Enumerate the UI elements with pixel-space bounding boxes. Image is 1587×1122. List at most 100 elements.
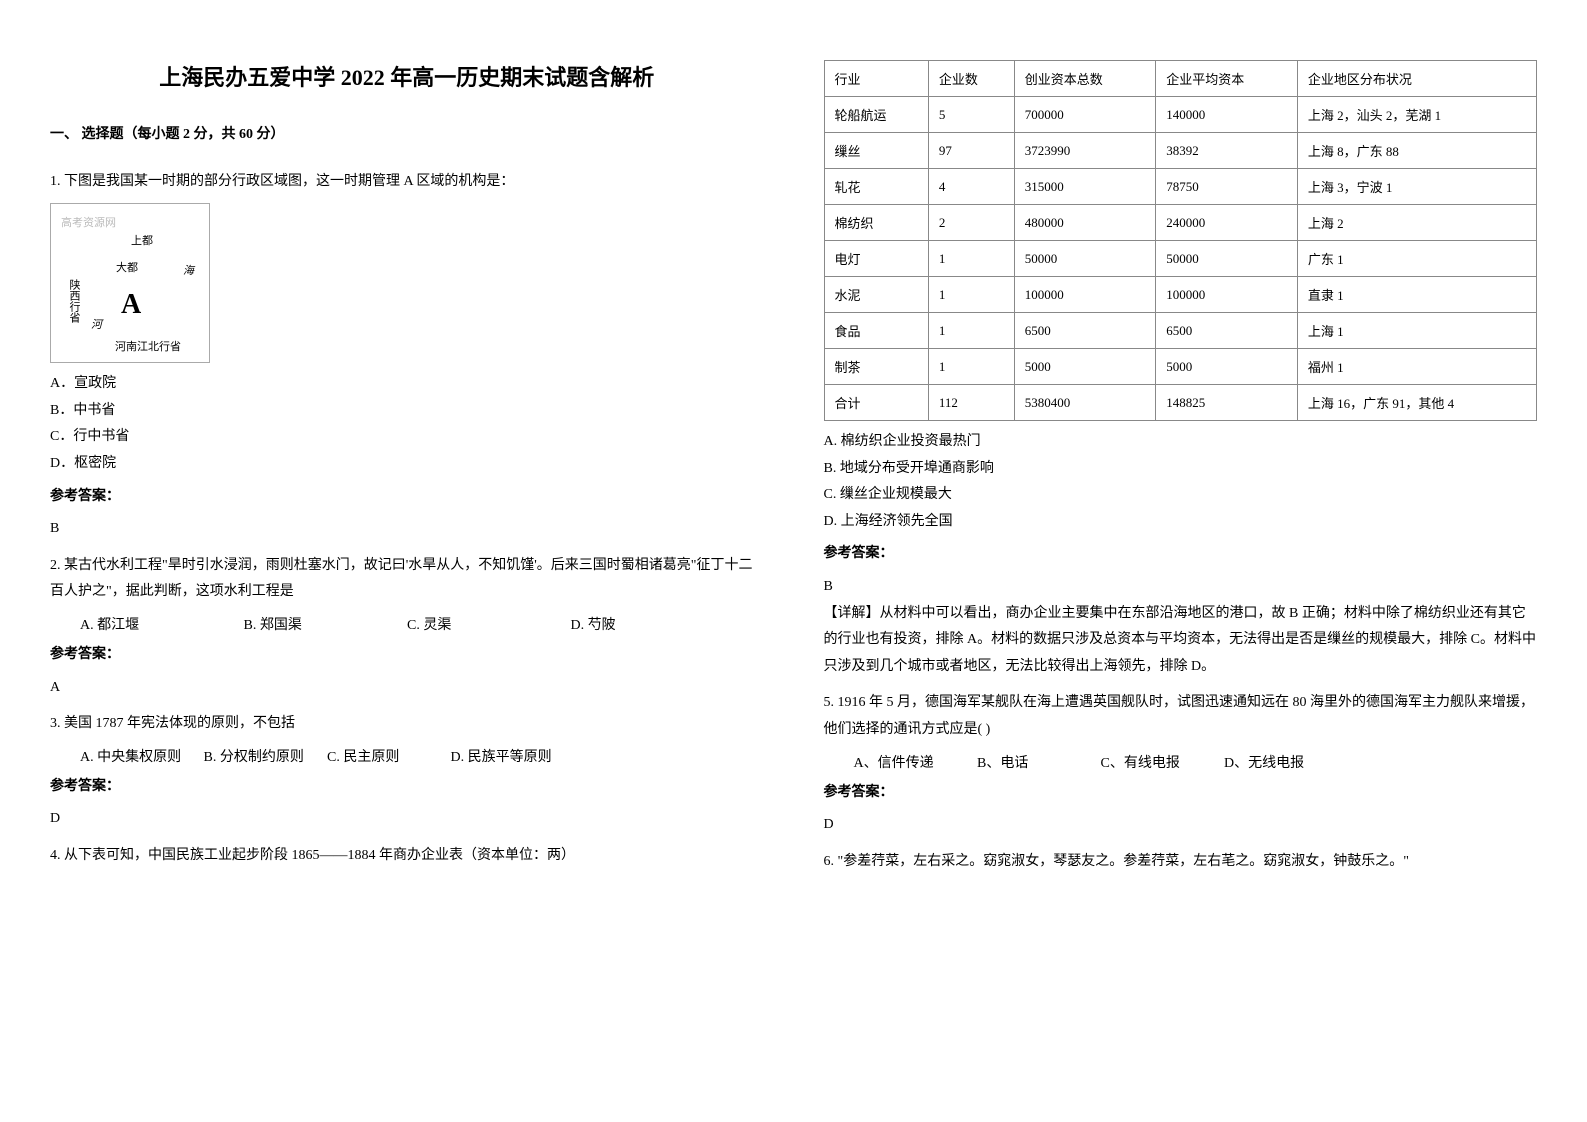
table-cell: 水泥 <box>824 277 928 313</box>
table-cell: 食品 <box>824 313 928 349</box>
q2-options: A. 都江堰 B. 郑国渠 C. 灵渠 D. 芍陂 <box>80 614 764 634</box>
answer-label: 参考答案： <box>824 780 1538 807</box>
table-cell: 240000 <box>1156 205 1298 241</box>
map-label-he: 河 <box>91 316 102 332</box>
watermark: 高考资源网 <box>61 214 116 230</box>
question-2: 2. 某古代水利工程"旱时引水浸润，雨则杜塞水门，故记曰'水旱从人，不知饥馑'。… <box>50 553 764 701</box>
q2-stem: 2. 某古代水利工程"旱时引水浸润，雨则杜塞水门，故记曰'水旱从人，不知饥馑'。… <box>50 553 764 606</box>
table-cell: 140000 <box>1156 97 1298 133</box>
q3-opt-b: B. 分权制约原则 <box>204 746 324 766</box>
question-1: 1. 下图是我国某一时期的部分行政区域图，这一时期管理 A 区域的机构是： 高考… <box>50 169 764 543</box>
map-label-hai: 海 <box>183 262 194 278</box>
table-cell: 上海 1 <box>1297 313 1536 349</box>
table-cell: 315000 <box>1014 169 1156 205</box>
q3-opt-d: D. 民族平等原则 <box>451 746 571 766</box>
map-label-dadu: 大都 <box>116 259 138 275</box>
table-cell: 50000 <box>1156 241 1298 277</box>
table-cell: 合计 <box>824 385 928 421</box>
table-cell: 700000 <box>1014 97 1156 133</box>
table-row: 食品165006500上海 1 <box>824 313 1537 349</box>
table-cell: 广东 1 <box>1297 241 1536 277</box>
answer-label: 参考答案： <box>50 774 764 801</box>
table-cell: 1 <box>928 313 1014 349</box>
doc-title: 上海民办五爱中学 2022 年高一历史期末试题含解析 <box>50 60 764 92</box>
table-cell: 50000 <box>1014 241 1156 277</box>
q2-answer: A <box>50 675 764 702</box>
q2-opt-c: C. 灵渠 <box>407 614 567 634</box>
q5-opt-a: A、信件传递 <box>854 752 974 772</box>
q3-opt-c: C. 民主原则 <box>327 746 447 766</box>
table-cell: 100000 <box>1014 277 1156 313</box>
q5-stem: 5. 1916 年 5 月，德国海军某舰队在海上遭遇英国舰队时，试图迅速通知远在… <box>824 690 1538 743</box>
table-cell: 97 <box>928 133 1014 169</box>
table-cell: 轮船航运 <box>824 97 928 133</box>
table-cell: 5380400 <box>1014 385 1156 421</box>
q5-opt-d: D、无线电报 <box>1224 752 1344 772</box>
table-cell: 148825 <box>1156 385 1298 421</box>
map-label-shanxi: 陕西行省 <box>66 279 82 323</box>
th-region: 企业地区分布状况 <box>1297 61 1536 97</box>
table-row: 电灯15000050000广东 1 <box>824 241 1537 277</box>
table-cell: 4 <box>928 169 1014 205</box>
question-4-stem: 4. 从下表可知，中国民族工业起步阶段 1865——1884 年商办企业表（资本… <box>50 843 764 870</box>
table-cell: 上海 3，宁波 1 <box>1297 169 1536 205</box>
table-cell: 5000 <box>1156 349 1298 385</box>
table-cell: 福州 1 <box>1297 349 1536 385</box>
q4-opt-d: D. 上海经济领先全国 <box>824 509 1538 536</box>
table-cell: 上海 8，广东 88 <box>1297 133 1536 169</box>
q6-stem: 6. "参差荇菜，左右采之。窈窕淑女，琴瑟友之。参差荇菜，左右芼之。窈窕淑女，钟… <box>824 849 1538 876</box>
table-row: 制茶150005000福州 1 <box>824 349 1537 385</box>
map-region-a: A <box>121 289 141 321</box>
th-capital: 创业资本总数 <box>1014 61 1156 97</box>
q4-explain: 【详解】从材料中可以看出，商办企业主要集中在东部沿海地区的港口，故 B 正确；材… <box>824 601 1538 681</box>
answer-label: 参考答案： <box>50 642 764 669</box>
table-cell: 轧花 <box>824 169 928 205</box>
q4-opt-b: B. 地域分布受开埠通商影响 <box>824 456 1538 483</box>
table-row: 合计1125380400148825上海 16，广东 91，其他 4 <box>824 385 1537 421</box>
table-cell: 电灯 <box>824 241 928 277</box>
table-cell: 2 <box>928 205 1014 241</box>
q4-stem: 4. 从下表可知，中国民族工业起步阶段 1865——1884 年商办企业表（资本… <box>50 843 764 870</box>
table-row: 缫丝97372399038392上海 8，广东 88 <box>824 133 1537 169</box>
q5-opt-b: B、电话 <box>977 752 1097 772</box>
q5-answer: D <box>824 812 1538 839</box>
q1-opt-a: A．宣政院 <box>50 371 764 398</box>
q4-opt-a: A. 棉纺织企业投资最热门 <box>824 429 1538 456</box>
table-row: 轮船航运5700000140000上海 2，汕头 2，芜湖 1 <box>824 97 1537 133</box>
q1-opt-d: D．枢密院 <box>50 451 764 478</box>
right-column: 行业 企业数 创业资本总数 企业平均资本 企业地区分布状况 轮船航运570000… <box>794 0 1587 1122</box>
q3-answer: D <box>50 806 764 833</box>
q1-opt-b: B．中书省 <box>50 398 764 425</box>
q1-opt-c: C．行中书省 <box>50 424 764 451</box>
answer-label: 参考答案： <box>824 541 1538 568</box>
table-cell: 5 <box>928 97 1014 133</box>
q3-options: A. 中央集权原则 B. 分权制约原则 C. 民主原则 D. 民族平等原则 <box>80 746 764 766</box>
table-cell: 1 <box>928 349 1014 385</box>
table-cell: 上海 2 <box>1297 205 1536 241</box>
table-cell: 直隶 1 <box>1297 277 1536 313</box>
q3-opt-a: A. 中央集权原则 <box>80 746 200 766</box>
table-row: 棉纺织2480000240000上海 2 <box>824 205 1537 241</box>
question-6: 6. "参差荇菜，左右采之。窈窕淑女，琴瑟友之。参差荇菜，左右芼之。窈窕淑女，钟… <box>824 849 1538 876</box>
q2-opt-a: A. 都江堰 <box>80 614 240 634</box>
q2-opt-b: B. 郑国渠 <box>244 614 404 634</box>
table-cell: 6500 <box>1014 313 1156 349</box>
table-cell: 上海 16，广东 91，其他 4 <box>1297 385 1536 421</box>
q1-answer: B <box>50 516 764 543</box>
th-count: 企业数 <box>928 61 1014 97</box>
q2-opt-d: D. 芍陂 <box>571 614 731 634</box>
table-cell: 上海 2，汕头 2，芜湖 1 <box>1297 97 1536 133</box>
answer-label: 参考答案： <box>50 484 764 511</box>
question-3: 3. 美国 1787 年宪法体现的原则，不包括 A. 中央集权原则 B. 分权制… <box>50 711 764 833</box>
table-cell: 棉纺织 <box>824 205 928 241</box>
table-cell: 1 <box>928 277 1014 313</box>
left-column: 上海民办五爱中学 2022 年高一历史期末试题含解析 一、 选择题（每小题 2 … <box>0 0 794 1122</box>
table-cell: 6500 <box>1156 313 1298 349</box>
table-cell: 缫丝 <box>824 133 928 169</box>
table-cell: 100000 <box>1156 277 1298 313</box>
question-5: 5. 1916 年 5 月，德国海军某舰队在海上遭遇英国舰队时，试图迅速通知远在… <box>824 690 1538 838</box>
q1-stem: 1. 下图是我国某一时期的部分行政区域图，这一时期管理 A 区域的机构是： <box>50 169 764 196</box>
table-cell: 38392 <box>1156 133 1298 169</box>
th-avg: 企业平均资本 <box>1156 61 1298 97</box>
table-cell: 3723990 <box>1014 133 1156 169</box>
